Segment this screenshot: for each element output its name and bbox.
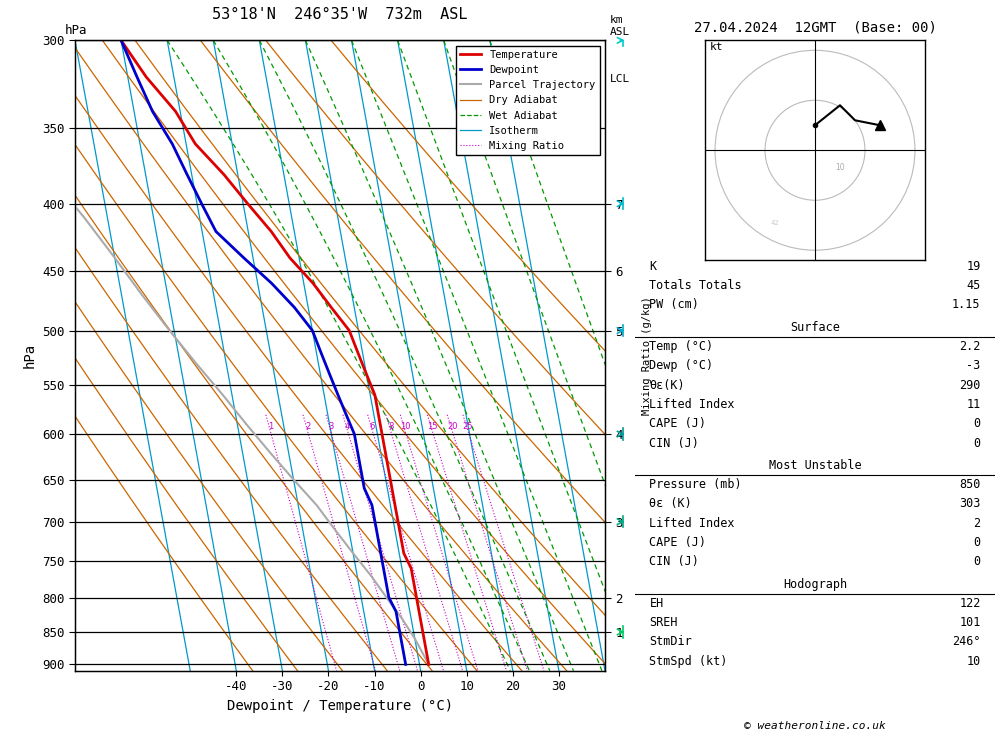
Text: kt: kt	[710, 43, 724, 52]
Text: Lifted Index: Lifted Index	[649, 517, 735, 530]
Text: StmSpd (kt): StmSpd (kt)	[649, 655, 728, 668]
Text: 2.2: 2.2	[959, 340, 981, 353]
Text: 6: 6	[370, 422, 375, 431]
Text: 53°18'N  246°35'W  732m  ASL: 53°18'N 246°35'W 732m ASL	[212, 7, 468, 22]
Text: 20: 20	[447, 422, 458, 431]
Text: 0: 0	[973, 556, 981, 568]
Text: 42: 42	[771, 220, 779, 226]
Text: 45: 45	[966, 279, 981, 292]
Text: Most Unstable: Most Unstable	[769, 459, 861, 472]
Text: 101: 101	[959, 616, 981, 629]
Text: 3: 3	[328, 422, 333, 431]
Text: © weatheronline.co.uk: © weatheronline.co.uk	[744, 721, 886, 731]
Text: hPa: hPa	[65, 23, 88, 37]
Text: -3: -3	[966, 359, 981, 372]
Text: 2: 2	[305, 422, 310, 431]
Text: 10: 10	[966, 655, 981, 668]
Text: StmDir: StmDir	[649, 636, 692, 648]
Text: 122: 122	[959, 597, 981, 610]
Text: CIN (J): CIN (J)	[649, 556, 699, 568]
Text: 10: 10	[835, 163, 845, 172]
Text: Dewp (°C): Dewp (°C)	[649, 359, 714, 372]
Text: CIN (J): CIN (J)	[649, 437, 699, 449]
Text: 8: 8	[388, 422, 393, 431]
Text: PW (cm): PW (cm)	[649, 298, 699, 312]
Text: Pressure (mb): Pressure (mb)	[649, 478, 742, 491]
Text: Mixing Ratio (g/kg): Mixing Ratio (g/kg)	[642, 296, 652, 415]
Text: K: K	[649, 260, 657, 273]
Text: CAPE (J): CAPE (J)	[649, 536, 706, 549]
Text: EH: EH	[649, 597, 664, 610]
Text: 27.04.2024  12GMT  (Base: 00): 27.04.2024 12GMT (Base: 00)	[694, 21, 936, 34]
Text: θε(K): θε(K)	[649, 378, 685, 391]
Text: Lifted Index: Lifted Index	[649, 398, 735, 411]
Text: θε (K): θε (K)	[649, 498, 692, 510]
Text: 0: 0	[973, 536, 981, 549]
Text: SREH: SREH	[649, 616, 678, 629]
Text: 1.15: 1.15	[952, 298, 981, 312]
X-axis label: Dewpoint / Temperature (°C): Dewpoint / Temperature (°C)	[227, 699, 453, 713]
Text: Totals Totals: Totals Totals	[649, 279, 742, 292]
Legend: Temperature, Dewpoint, Parcel Trajectory, Dry Adiabat, Wet Adiabat, Isotherm, Mi: Temperature, Dewpoint, Parcel Trajectory…	[456, 45, 600, 155]
Text: CAPE (J): CAPE (J)	[649, 417, 706, 430]
Y-axis label: hPa: hPa	[23, 343, 37, 368]
Text: km
ASL: km ASL	[610, 15, 630, 37]
Text: Hodograph: Hodograph	[783, 578, 847, 591]
Text: Surface: Surface	[790, 320, 840, 334]
Text: 0: 0	[973, 417, 981, 430]
Text: 0: 0	[973, 437, 981, 449]
Text: 15: 15	[427, 422, 438, 431]
Text: 303: 303	[959, 498, 981, 510]
Text: 4: 4	[345, 422, 350, 431]
Text: 11: 11	[966, 398, 981, 411]
Text: 246°: 246°	[952, 636, 981, 648]
Text: 2: 2	[973, 517, 981, 530]
Text: 19: 19	[966, 260, 981, 273]
Text: 290: 290	[959, 378, 981, 391]
Text: 850: 850	[959, 478, 981, 491]
Text: 10: 10	[400, 422, 410, 431]
Text: Temp (°C): Temp (°C)	[649, 340, 714, 353]
Text: LCL: LCL	[610, 74, 631, 84]
Text: 25: 25	[463, 422, 473, 431]
Text: 1: 1	[268, 422, 273, 431]
